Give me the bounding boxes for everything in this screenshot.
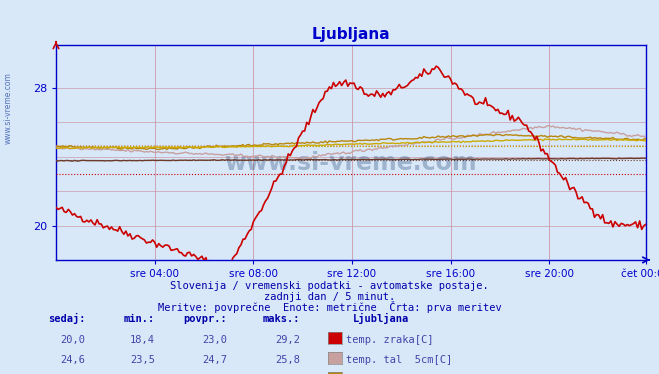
Text: Ljubljana: Ljubljana bbox=[353, 313, 409, 324]
Text: Slovenija / vremenski podatki - avtomatske postaje.: Slovenija / vremenski podatki - avtomats… bbox=[170, 281, 489, 291]
Text: www.si-vreme.com: www.si-vreme.com bbox=[3, 72, 13, 144]
Text: sedaj:: sedaj: bbox=[48, 313, 86, 324]
Text: 20,0: 20,0 bbox=[61, 335, 86, 344]
Text: 18,4: 18,4 bbox=[130, 335, 155, 344]
Title: Ljubljana: Ljubljana bbox=[312, 27, 390, 42]
Text: 23,0: 23,0 bbox=[202, 335, 227, 344]
Text: 24,6: 24,6 bbox=[61, 355, 86, 365]
Text: www.si-vreme.com: www.si-vreme.com bbox=[225, 151, 477, 175]
Text: 29,2: 29,2 bbox=[275, 335, 300, 344]
Text: povpr.:: povpr.: bbox=[184, 315, 227, 324]
Text: temp. zraka[C]: temp. zraka[C] bbox=[346, 335, 434, 344]
Text: 23,5: 23,5 bbox=[130, 355, 155, 365]
Text: min.:: min.: bbox=[124, 315, 155, 324]
Text: temp. tal  5cm[C]: temp. tal 5cm[C] bbox=[346, 355, 452, 365]
Text: 24,7: 24,7 bbox=[202, 355, 227, 365]
Text: 25,8: 25,8 bbox=[275, 355, 300, 365]
Text: Meritve: povprečne  Enote: metrične  Črta: prva meritev: Meritve: povprečne Enote: metrične Črta:… bbox=[158, 301, 501, 313]
Text: maks.:: maks.: bbox=[262, 315, 300, 324]
Text: zadnji dan / 5 minut.: zadnji dan / 5 minut. bbox=[264, 292, 395, 302]
